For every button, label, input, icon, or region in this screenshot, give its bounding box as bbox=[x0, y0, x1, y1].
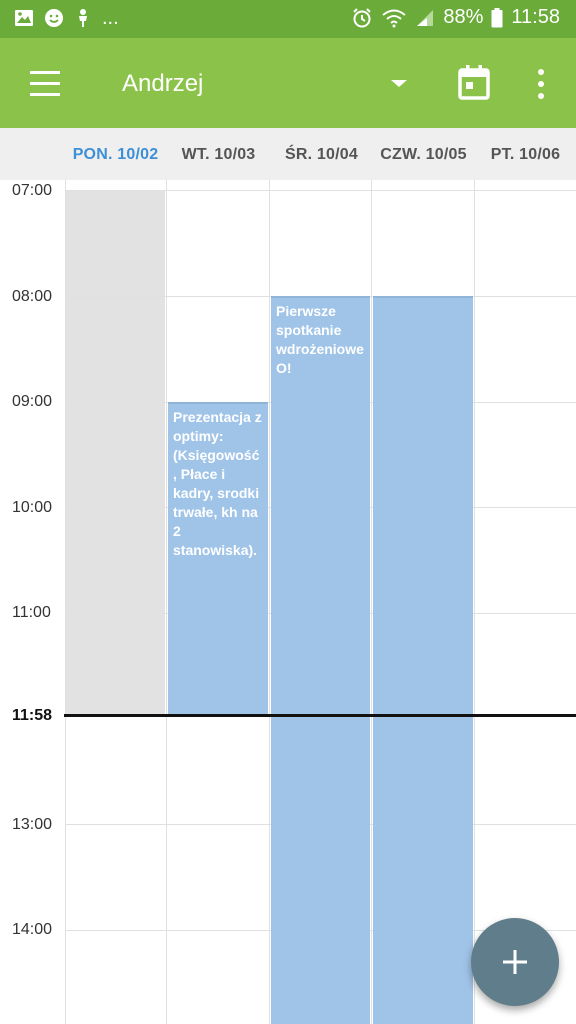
column-line bbox=[166, 180, 167, 1024]
person-icon bbox=[79, 9, 87, 27]
event-pierwsze-spotkanie[interactable]: Pierwsze spotkanie wdrożeniowe O! bbox=[271, 296, 370, 1024]
time-label: 11:00 bbox=[12, 604, 51, 621]
dropdown-arrow-icon bbox=[391, 80, 407, 87]
current-time-line bbox=[64, 714, 576, 717]
add-event-button[interactable] bbox=[471, 918, 559, 1006]
wifi-icon bbox=[382, 9, 407, 27]
event-thursday-block[interactable] bbox=[373, 296, 473, 1024]
overflow-menu-button[interactable] bbox=[524, 62, 558, 106]
app-bar: Andrzej bbox=[0, 38, 576, 128]
column-line bbox=[65, 180, 66, 1024]
status-bar: ... 88% 11:58 bbox=[0, 0, 576, 38]
calendar-button[interactable] bbox=[452, 62, 496, 106]
time-label: 07:00 bbox=[12, 182, 53, 199]
user-selector-title[interactable]: Andrzej bbox=[122, 70, 204, 97]
smiley-icon bbox=[45, 9, 63, 27]
user-dropdown-button[interactable] bbox=[384, 68, 414, 98]
more-vert-icon bbox=[538, 69, 544, 99]
time-label: 09:00 bbox=[12, 393, 53, 410]
day-header-wed[interactable]: ŚR. 10/04 bbox=[285, 146, 358, 163]
image-icon bbox=[15, 10, 33, 26]
calendar-icon bbox=[458, 65, 490, 100]
day-header-fri[interactable]: PT. 10/06 bbox=[490, 146, 561, 163]
signal-icon bbox=[417, 9, 434, 26]
alarm-icon bbox=[353, 7, 372, 27]
status-overflow: ... bbox=[102, 7, 119, 29]
past-time-block bbox=[66, 190, 165, 714]
column-line bbox=[371, 180, 372, 1024]
hour-line bbox=[66, 190, 576, 191]
status-right: 88% 11:58 bbox=[351, 6, 560, 29]
day-header: PON. 10/02 WT. 10/03 ŚR. 10/04 CZW. 10/0… bbox=[0, 128, 576, 180]
status-left: ... bbox=[14, 8, 119, 28]
battery-icon bbox=[491, 7, 503, 27]
time-label: 10:00 bbox=[12, 499, 53, 516]
week-grid[interactable]: 07:00 08:00 09:00 10:00 11:00 11:58 13:0… bbox=[0, 180, 576, 1024]
current-time-label: 11:58 bbox=[12, 707, 53, 724]
time-label: 13:00 bbox=[12, 816, 53, 833]
day-header-thu[interactable]: CZW. 10/05 bbox=[380, 146, 467, 163]
time-label: 08:00 bbox=[12, 288, 53, 305]
menu-button[interactable] bbox=[22, 64, 68, 104]
battery-percent: 88% bbox=[443, 6, 484, 28]
menu-icon bbox=[30, 71, 60, 96]
status-time: 11:58 bbox=[511, 6, 560, 28]
event-prezentacja-optimy[interactable]: Prezentacja z optimy: (Księgowość, Płace… bbox=[168, 402, 268, 716]
time-label: 14:00 bbox=[12, 921, 53, 938]
column-line bbox=[474, 180, 475, 1024]
plus-icon bbox=[503, 950, 527, 974]
column-line bbox=[269, 180, 270, 1024]
day-header-mon[interactable]: PON. 10/02 bbox=[72, 146, 159, 163]
day-header-tue[interactable]: WT. 10/03 bbox=[181, 146, 256, 163]
